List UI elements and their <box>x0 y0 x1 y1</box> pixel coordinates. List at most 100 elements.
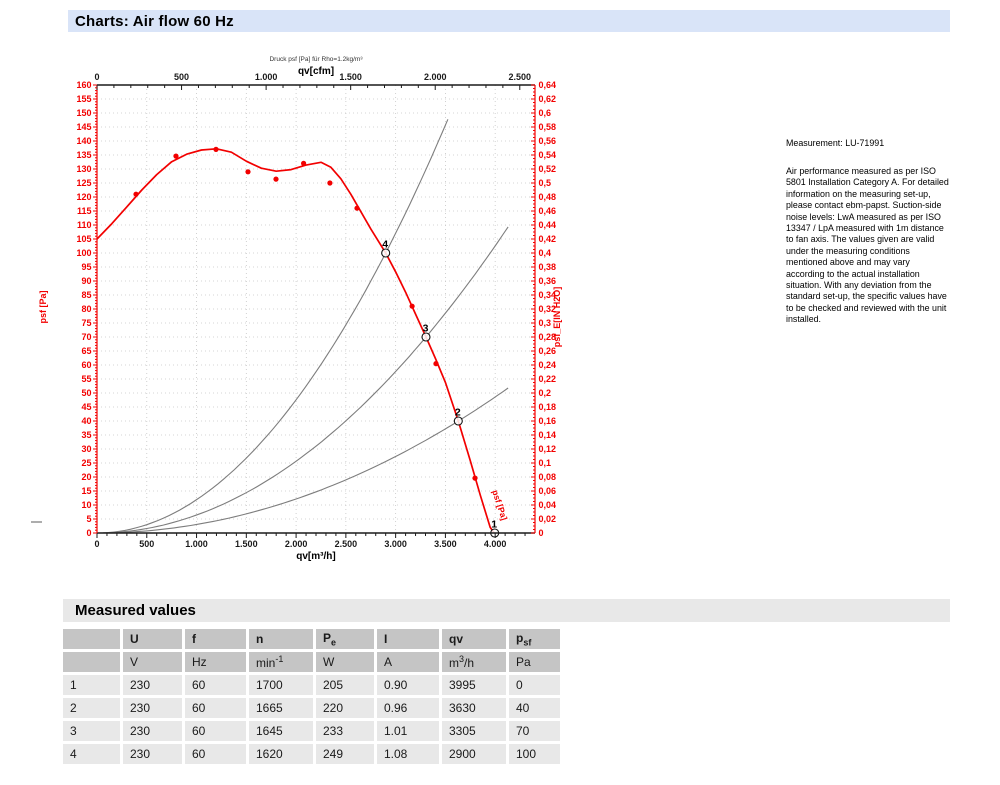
svg-text:2.500: 2.500 <box>509 72 532 82</box>
svg-text:130: 130 <box>76 164 91 174</box>
cell: 60 <box>185 698 246 718</box>
column-header <box>63 629 120 649</box>
measured-dot <box>213 146 219 152</box>
svg-text:0,38: 0,38 <box>539 262 557 272</box>
svg-text:0,04: 0,04 <box>539 500 557 510</box>
measured-dot <box>433 361 439 367</box>
svg-text:1.500: 1.500 <box>339 72 362 82</box>
svg-text:0,22: 0,22 <box>539 374 557 384</box>
operating-point-4 <box>381 248 391 258</box>
svg-text:105: 105 <box>76 234 91 244</box>
svg-text:150: 150 <box>76 108 91 118</box>
cell: 220 <box>316 698 374 718</box>
operating-point-2 <box>453 416 463 426</box>
svg-text:60: 60 <box>81 360 91 370</box>
svg-text:55: 55 <box>81 374 91 384</box>
row-index: 1 <box>63 675 120 695</box>
svg-text:0,08: 0,08 <box>539 472 557 482</box>
column-header: n <box>249 629 313 649</box>
svg-text:1.000: 1.000 <box>185 539 208 549</box>
measured-dot <box>273 176 279 182</box>
svg-text:0,44: 0,44 <box>539 220 557 230</box>
svg-text:0: 0 <box>94 72 99 82</box>
svg-text:0: 0 <box>539 528 544 538</box>
cell: 0.90 <box>377 675 439 695</box>
cell: 60 <box>185 721 246 741</box>
svg-text:4.000: 4.000 <box>484 539 507 549</box>
svg-text:145: 145 <box>76 122 91 132</box>
measured-values-title: Measured values <box>75 602 196 619</box>
column-unit: Pa <box>509 652 560 672</box>
measured-dot <box>133 191 139 197</box>
column-unit: m3/h <box>442 652 506 672</box>
cell: 230 <box>123 744 182 764</box>
system-curve-2 <box>96 226 509 534</box>
svg-text:2.000: 2.000 <box>285 539 308 549</box>
cell: 233 <box>316 721 374 741</box>
table-row: 4 230 60 1620 249 1.08 2900 100 <box>63 744 560 764</box>
column-unit: W <box>316 652 374 672</box>
svg-text:65: 65 <box>81 346 91 356</box>
svg-text:0,52: 0,52 <box>539 164 557 174</box>
svg-text:0,2: 0,2 <box>539 388 552 398</box>
operating-point-label: 4 <box>382 239 388 251</box>
svg-text:30: 30 <box>81 444 91 454</box>
measured-values-header: Measured values <box>63 599 950 622</box>
operating-points: 1 2 3 4 <box>381 239 500 538</box>
cell: 230 <box>123 721 182 741</box>
svg-text:0,16: 0,16 <box>539 416 557 426</box>
svg-text:0,5: 0,5 <box>539 178 552 188</box>
cell: 0 <box>509 675 560 695</box>
svg-text:0,26: 0,26 <box>539 346 557 356</box>
row-index: 3 <box>63 721 120 741</box>
chart-titles: Druck psf [Pa] für Rho=1.2kg/m³ qv[cfm] qv… <box>38 56 562 562</box>
svg-text:0,58: 0,58 <box>539 122 557 132</box>
measurement-note: Measurement: LU-71991 Air performance me… <box>786 138 949 325</box>
cell: 1645 <box>249 721 313 741</box>
cell: 230 <box>123 675 182 695</box>
svg-text:0,62: 0,62 <box>539 94 557 104</box>
cell: 2900 <box>442 744 506 764</box>
column-unit: V <box>123 652 182 672</box>
page-header-bar: Charts: Air flow 60 Hz <box>68 10 950 32</box>
cell: 1.01 <box>377 721 439 741</box>
svg-text:135: 135 <box>76 150 91 160</box>
svg-text:45: 45 <box>81 402 91 412</box>
svg-text:160: 160 <box>76 80 91 90</box>
svg-text:100: 100 <box>76 248 91 258</box>
cell: 60 <box>185 675 246 695</box>
measured-dots <box>133 146 478 481</box>
cell: 3630 <box>442 698 506 718</box>
svg-text:25: 25 <box>81 458 91 468</box>
column-unit <box>63 652 120 672</box>
svg-text:20: 20 <box>81 472 91 482</box>
column-header: I <box>377 629 439 649</box>
cell: 0.96 <box>377 698 439 718</box>
column-unit: min-1 <box>249 652 313 672</box>
cell: 230 <box>123 698 182 718</box>
cell: 205 <box>316 675 374 695</box>
operating-point-label: 3 <box>423 323 429 335</box>
chart-small-title: Druck psf [Pa] für Rho=1.2kg/m³ <box>269 56 363 63</box>
svg-text:0,36: 0,36 <box>539 276 557 286</box>
fan-curve <box>96 147 495 534</box>
cell: 249 <box>316 744 374 764</box>
svg-text:0,02: 0,02 <box>539 514 557 524</box>
svg-text:10: 10 <box>81 500 91 510</box>
svg-text:2.000: 2.000 <box>424 72 447 82</box>
svg-text:0: 0 <box>94 539 99 549</box>
svg-text:115: 115 <box>77 206 92 216</box>
system-curves <box>96 119 509 534</box>
svg-text:0,48: 0,48 <box>539 192 557 202</box>
svg-text:0,46: 0,46 <box>539 206 557 216</box>
cell: 1700 <box>249 675 313 695</box>
table-row: 2 230 60 1665 220 0.96 3630 40 <box>63 698 560 718</box>
right-axis-title: psf_E[IN H2O] <box>552 287 562 348</box>
table-row: 3 230 60 1645 233 1.01 3305 70 <box>63 721 560 741</box>
cell: 100 <box>509 744 560 764</box>
left-axis-title: psf [Pa] <box>38 290 48 323</box>
svg-text:5: 5 <box>86 514 91 524</box>
row-index: 2 <box>63 698 120 718</box>
